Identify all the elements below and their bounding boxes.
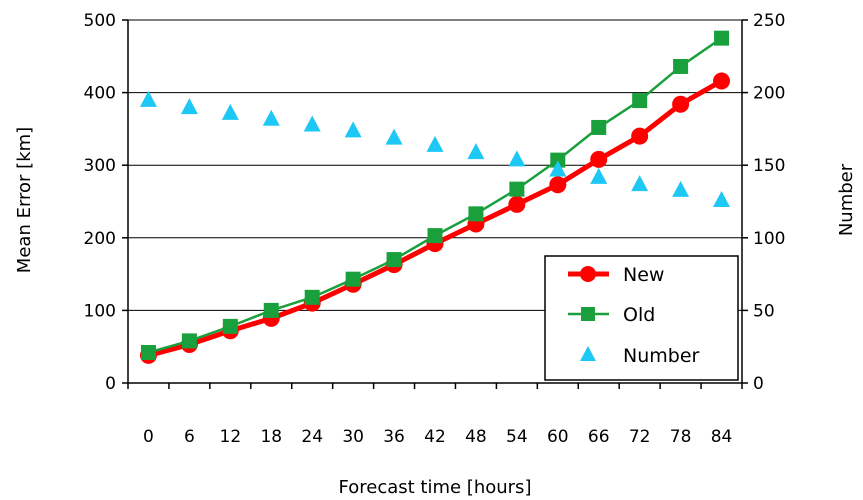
data-point-old [345, 271, 361, 287]
data-point-old [468, 206, 484, 222]
data-point-new [590, 150, 608, 168]
series-layer [139, 30, 731, 364]
x-tick-label: 30 [342, 427, 364, 447]
data-point-new [631, 127, 649, 145]
legend-marker-new [580, 266, 596, 282]
x-tick-label: 6 [184, 427, 195, 447]
legend-label-old: Old [623, 304, 655, 326]
legend-entry-number: Number [580, 345, 700, 367]
x-axis-title: Forecast time [hours] [339, 477, 532, 498]
data-point-number [631, 175, 649, 192]
data-point-number [713, 191, 731, 208]
legend-entry-new: New [568, 264, 664, 286]
left-tick-label: 100 [84, 301, 116, 321]
left-tick-label: 500 [84, 11, 116, 31]
data-point-number [221, 103, 239, 120]
data-point-old [386, 252, 402, 268]
x-tick-label: 84 [711, 427, 733, 447]
x-tick-label: 72 [629, 427, 651, 447]
data-point-old [222, 318, 238, 334]
data-point-old [304, 289, 320, 305]
data-point-new [672, 95, 690, 113]
data-point-old [263, 302, 279, 318]
x-tick-label: 42 [424, 427, 446, 447]
legend: New Old Number [544, 255, 739, 381]
data-point-old [632, 93, 648, 109]
data-point-number [303, 115, 321, 132]
data-point-new [508, 195, 526, 213]
data-point-old [181, 333, 197, 349]
data-point-old [714, 30, 730, 46]
x-tick-label: 0 [143, 427, 154, 447]
data-point-number [385, 128, 403, 145]
right-tick-label: 150 [753, 156, 785, 176]
data-point-number [590, 167, 608, 184]
legend-marker-number [580, 346, 596, 361]
x-tick-label: 36 [383, 427, 405, 447]
data-point-number [672, 180, 690, 197]
right-tick-label: 0 [753, 374, 764, 394]
left-tick-label: 400 [84, 84, 116, 104]
x-tick-labels: 0 6 12 18 24 30 36 42 48 54 60 66 72 78 84 [143, 427, 732, 447]
right-tick-label: 250 [753, 11, 785, 31]
legend-marker-old [581, 307, 595, 321]
data-point-number [467, 143, 485, 160]
data-point-number [549, 160, 567, 177]
legend-label-number: Number [623, 345, 700, 367]
data-point-number [180, 98, 198, 115]
data-point-number [426, 135, 444, 152]
y-axis-title: Mean Error [km] [14, 127, 35, 273]
left-tick-label: 300 [84, 156, 116, 176]
x-tick-label: 78 [670, 427, 692, 447]
data-point-old [140, 345, 156, 361]
data-point-new [549, 176, 567, 194]
y2-axis-title: Number [836, 163, 857, 236]
x-tick-label: 24 [301, 427, 323, 447]
legend-entry-old: Old [568, 304, 655, 326]
right-tick-labels: 0 50 100 150 200 250 [753, 11, 785, 394]
x-tick-label: 48 [465, 427, 487, 447]
data-point-number [508, 150, 526, 167]
data-point-new [713, 72, 731, 90]
x-tick-label: 12 [220, 427, 242, 447]
axes [122, 19, 748, 389]
data-point-number [344, 121, 362, 138]
x-tick-label: 60 [547, 427, 569, 447]
data-point-old [673, 58, 689, 74]
legend-box [544, 255, 739, 381]
left-tick-label: 0 [105, 374, 116, 394]
x-tick-label: 54 [506, 427, 528, 447]
x-tick-label: 18 [260, 427, 282, 447]
x-tick-label: 66 [588, 427, 610, 447]
right-tick-label: 200 [753, 84, 785, 104]
data-point-old [427, 228, 443, 244]
left-tick-labels: 0 100 200 300 400 500 [84, 11, 116, 394]
right-tick-label: 100 [753, 229, 785, 249]
left-tick-label: 200 [84, 229, 116, 249]
right-tick-label: 50 [753, 301, 775, 321]
data-point-old [591, 119, 607, 135]
data-point-old [509, 181, 525, 197]
legend-label-new: New [623, 264, 664, 286]
data-point-number [139, 90, 157, 107]
data-point-number [262, 109, 280, 126]
data-point-old [550, 152, 566, 168]
